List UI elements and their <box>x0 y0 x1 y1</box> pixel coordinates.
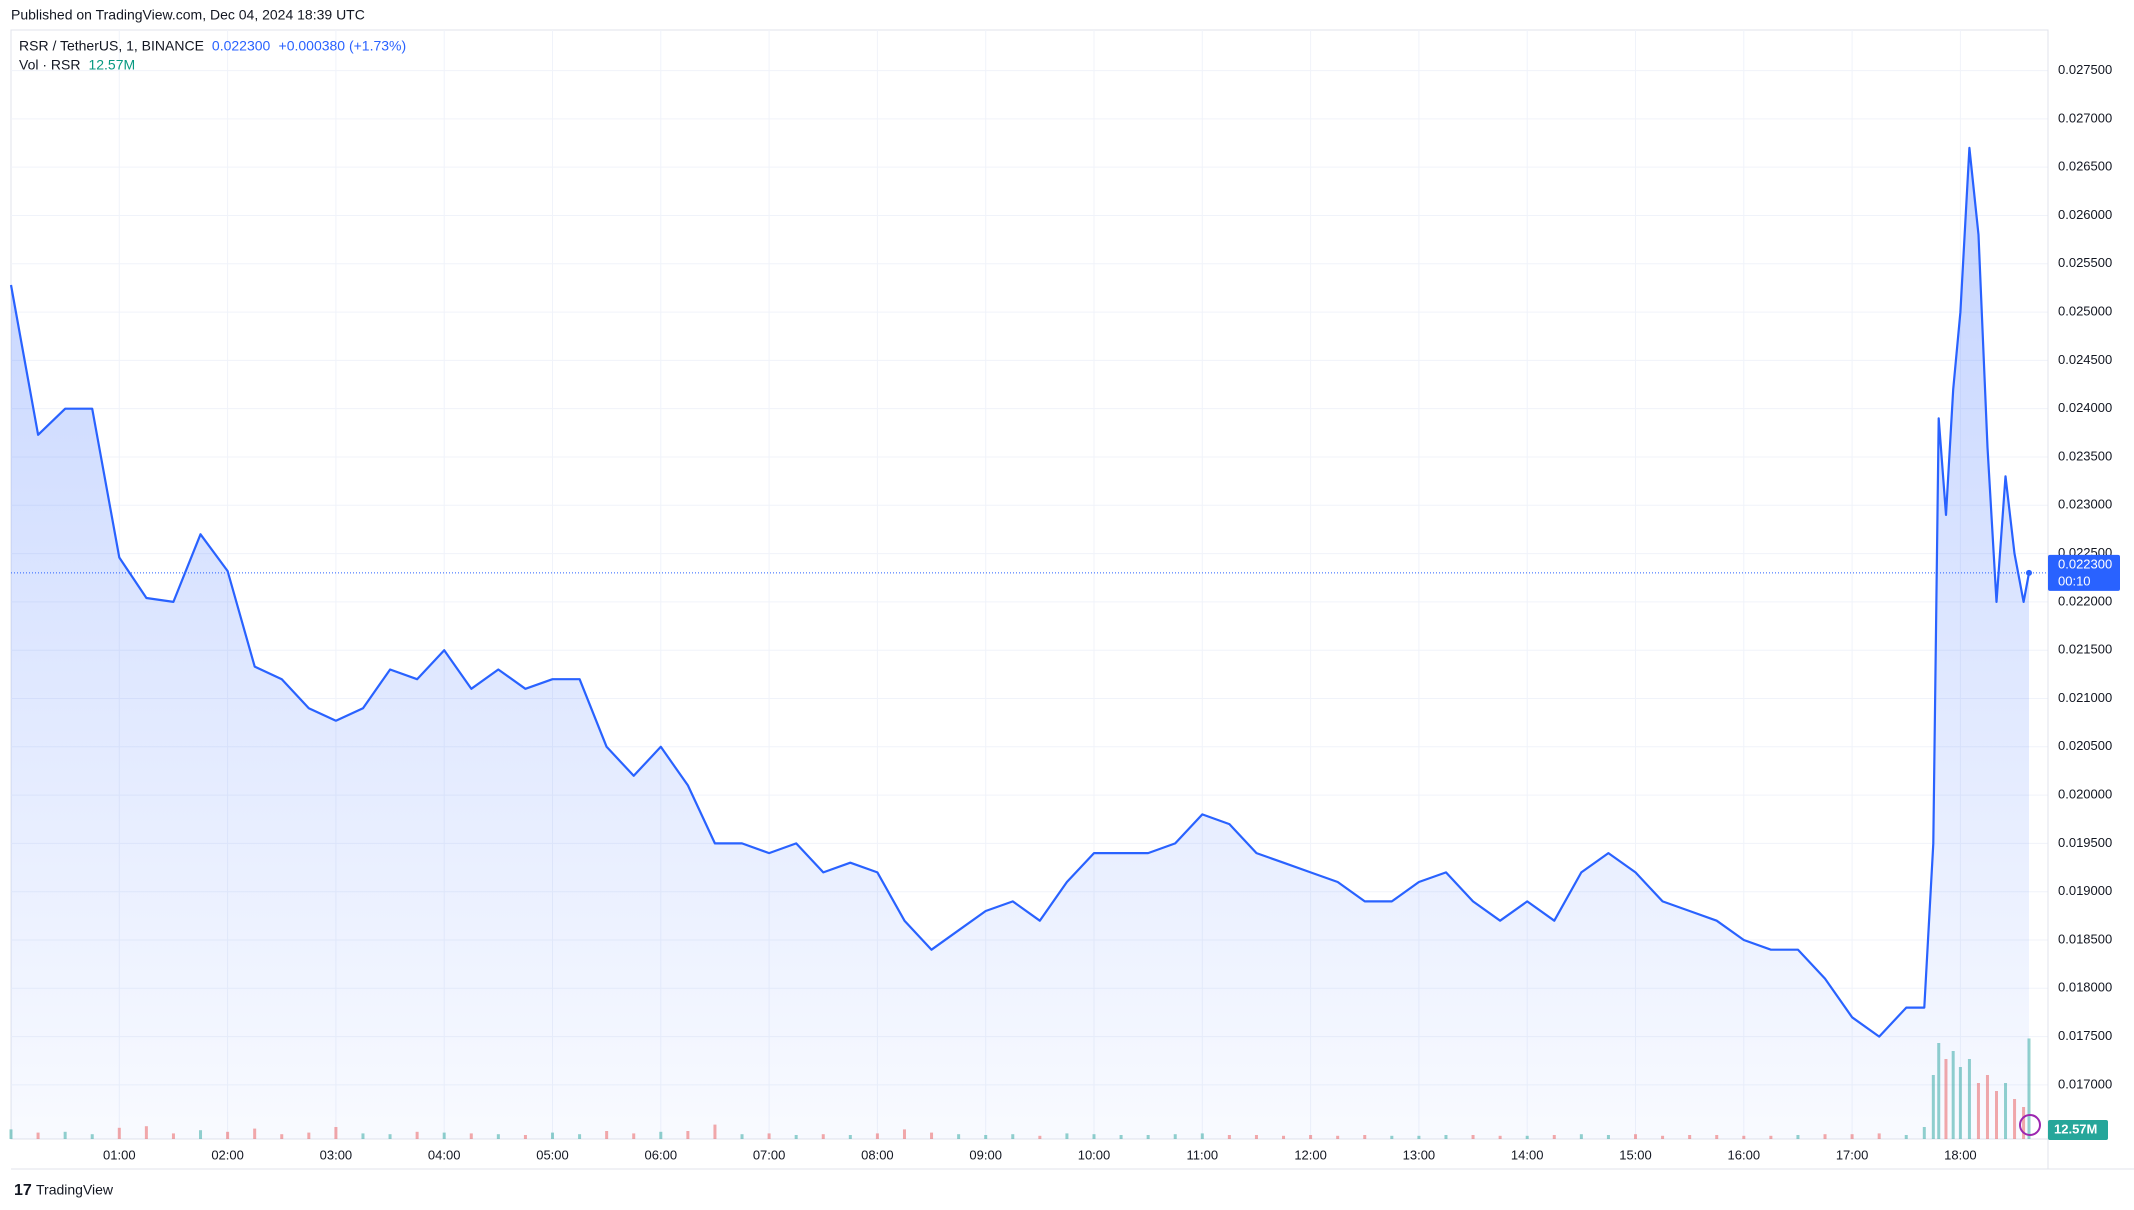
y-tick-label: 0.025500 <box>2058 255 2112 270</box>
y-tick-label: 0.020000 <box>2058 787 2112 802</box>
brand-logo: 17 <box>14 1182 32 1199</box>
x-tick-label: 09:00 <box>969 1147 1002 1162</box>
y-tick-label: 0.018500 <box>2058 931 2112 946</box>
x-tick-label: 03:00 <box>320 1147 353 1162</box>
x-tick-label: 11:00 <box>1187 1147 1219 1162</box>
y-tick-label: 0.019500 <box>2058 835 2112 850</box>
y-tick-label: 0.023000 <box>2058 497 2112 512</box>
y-tick-label: 0.019000 <box>2058 883 2112 898</box>
change: +0.000380 (+1.73%) <box>279 38 407 54</box>
area <box>11 147 2029 1139</box>
x-tick-label: 02:00 <box>211 1147 244 1162</box>
x-tick-label: 17:00 <box>1836 1147 1869 1162</box>
x-tick-label: 13:00 <box>1403 1147 1436 1162</box>
y-tick-label: 0.023500 <box>2058 448 2112 463</box>
y-tick-label: 0.024500 <box>2058 352 2112 367</box>
y-tick-label: 0.027000 <box>2058 110 2112 125</box>
y-tick-label: 0.021500 <box>2058 642 2112 657</box>
brand: 17 TradingView <box>14 1182 114 1200</box>
y-tick-label: 0.026500 <box>2058 159 2112 174</box>
volume-tag-label: 12.57M <box>2054 1121 2097 1136</box>
y-tick-label: 0.026000 <box>2058 207 2112 222</box>
y-tick-label: 0.020500 <box>2058 738 2112 753</box>
symbol: RSR / TetherUS, 1, BINANCE <box>19 38 204 54</box>
price-tag <box>2048 554 2120 591</box>
last-point <box>2025 569 2032 576</box>
x-tick-label: 16:00 <box>1728 1147 1761 1162</box>
x-tick-label: 08:00 <box>861 1147 894 1162</box>
legend: RSR / TetherUS, 1, BINANCE 0.022300 +0.0… <box>19 38 406 73</box>
published-note: Published on TradingView.com, Dec 04, 20… <box>11 7 365 23</box>
y-tick-label: 0.027500 <box>2058 62 2112 77</box>
y-tick-label: 0.025000 <box>2058 304 2112 319</box>
x-tick-label: 15:00 <box>1619 1147 1652 1162</box>
price: 0.022300 <box>212 38 271 54</box>
y-tick-label: 0.018000 <box>2058 980 2112 995</box>
x-tick-label: 14:00 <box>1511 1147 1544 1162</box>
x-tick-label: 18:00 <box>1944 1147 1977 1162</box>
x-tick-label: 07:00 <box>753 1147 786 1162</box>
replay-icon <box>2019 1114 2041 1136</box>
brand-name: TradingView <box>36 1182 114 1198</box>
volume-value: 12.57M <box>88 57 135 73</box>
y-tick-label: 0.022000 <box>2058 593 2112 608</box>
y-tick-label: 0.024000 <box>2058 400 2112 415</box>
y-tick-label: 0.017500 <box>2058 1028 2112 1043</box>
price-line <box>9 146 2031 1038</box>
y-tick-label: 0.017000 <box>2058 1076 2112 1091</box>
countdown: 00:10 <box>2058 573 2091 588</box>
y-tick-label: 0.021000 <box>2058 690 2112 705</box>
x-tick-label: 06:00 <box>645 1147 678 1162</box>
price-tag-label: 0.022300 <box>2058 556 2112 571</box>
x-tick-label: 12:00 <box>1294 1147 1327 1162</box>
x-tick-label: 10:00 <box>1078 1147 1111 1162</box>
volume-tag <box>2048 1120 2108 1140</box>
x-tick-label: 01:00 <box>103 1147 136 1162</box>
volume-title: Vol · RSR <box>19 57 80 73</box>
x-tick-label: 05:00 <box>536 1147 569 1162</box>
x-tick-label: 04:00 <box>428 1147 461 1162</box>
